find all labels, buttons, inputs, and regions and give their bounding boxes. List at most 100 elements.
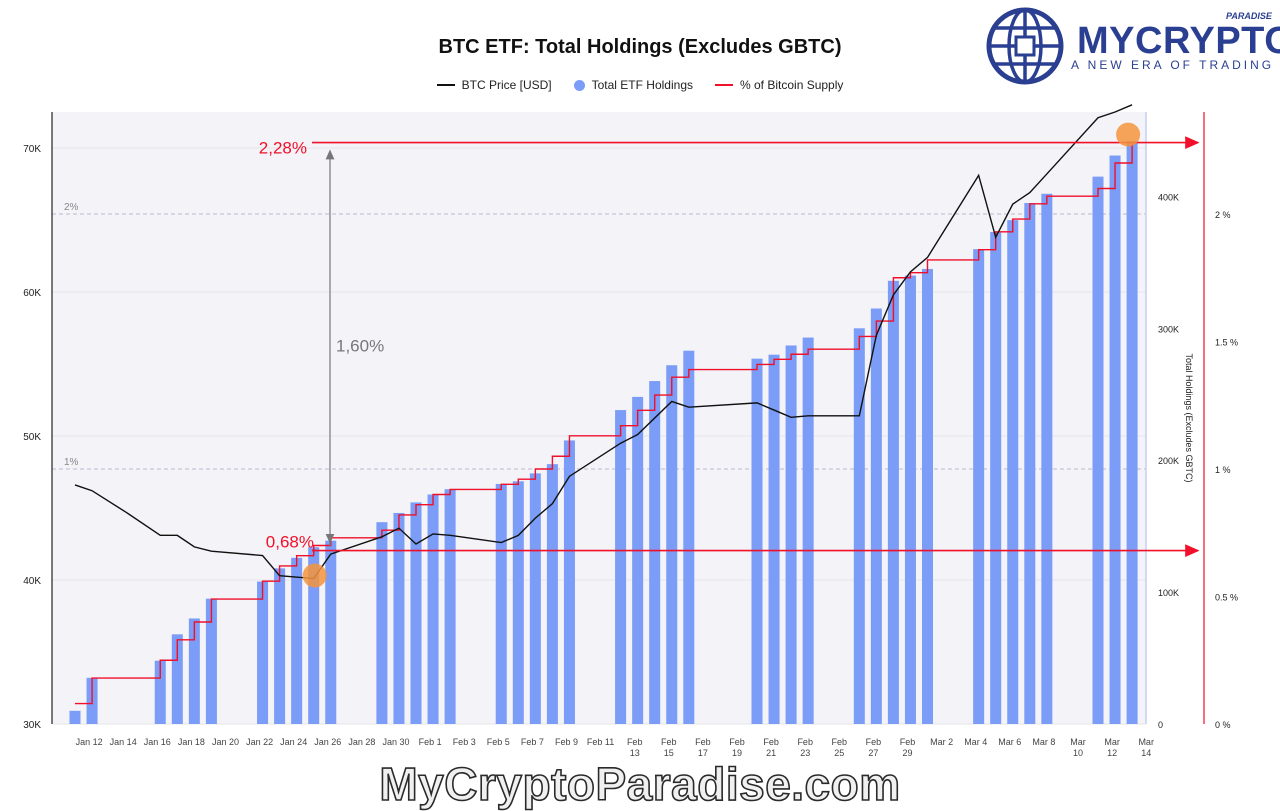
x-tick-label-month: Mar [1104, 737, 1120, 747]
x-tick-label-month: Feb [695, 737, 711, 747]
holdings-bar [666, 365, 678, 724]
price-tick-label: 60K [23, 288, 41, 299]
holdings-tick-label: 300K [1158, 324, 1179, 334]
axes-layer: 30K 40K 50K 60K 70K 0 100K 200K 300K 400K 0 % 0.5 %… [23, 112, 1238, 758]
x-tick-label: Feb 1 [419, 737, 442, 747]
x-tick-label: Jan 28 [348, 737, 375, 747]
x-tick-label: Jan 26 [314, 737, 341, 747]
legend-item-supply: % of Bitcoin Supply [715, 78, 843, 92]
logo-text: MYCRYPTO [1077, 20, 1280, 62]
x-tick-label: Feb 5 [487, 737, 510, 747]
x-tick-label: Jan 22 [246, 737, 273, 747]
price-tick-label: 70K [23, 144, 41, 155]
holdings-bar [512, 481, 524, 724]
supply-step-series [75, 141, 1137, 705]
x-tick-label: Jan 30 [382, 737, 409, 747]
x-tick-label: Mar 8 [1032, 737, 1055, 747]
legend-item-price: BTC Price [USD] [436, 78, 552, 92]
x-tick-label: Jan 12 [76, 737, 103, 747]
supply-step-line [75, 141, 1137, 705]
holdings-bar [563, 440, 575, 724]
holdings-bar [325, 540, 337, 724]
x-tick-label: Jan 24 [280, 737, 307, 747]
holdings-bar [1007, 220, 1019, 725]
holdings-bar [1041, 193, 1053, 724]
legend-label-holdings: Total ETF Holdings [591, 78, 693, 92]
low-point-marker [302, 563, 327, 588]
holdings-bar [154, 660, 166, 724]
percent-grid-label: 2% [64, 202, 79, 213]
legend-item-holdings: Total ETF Holdings [573, 78, 693, 92]
holdings-bar [802, 337, 814, 724]
holdings-bar [188, 618, 200, 724]
percent-grid-label: 1% [64, 457, 79, 468]
x-tick-label-day: 13 [630, 748, 640, 758]
holdings-bar [973, 249, 985, 724]
holdings-bar [274, 568, 286, 724]
holdings-bar [393, 512, 405, 724]
holdings-tick-label: 0 [1158, 720, 1163, 730]
x-tick-label: Jan 18 [178, 737, 205, 747]
price-tick-label: 40K [23, 576, 41, 587]
x-tick-label: Mar 4 [964, 737, 987, 747]
holdings-bar [171, 634, 183, 724]
holdings-bar [529, 473, 541, 724]
x-tick-label-day: 23 [800, 748, 810, 758]
holdings-axis-title: Total Holdings (Excludes GBTC) [1184, 353, 1194, 482]
x-tick-label-day: 17 [698, 748, 708, 758]
holdings-bar [615, 410, 627, 724]
holdings-bar [308, 547, 320, 724]
x-tick-label-day: 27 [868, 748, 878, 758]
holdings-bar [887, 280, 899, 724]
holdings-bar [904, 275, 916, 724]
grid-layer: 2% 1% [52, 147, 1146, 725]
chart-legend: BTC Price [USD] Total ETF Holdings % of … [0, 78, 1280, 92]
price-line [74, 104, 1133, 580]
holdings-bar [1126, 141, 1138, 725]
x-tick-label-month: Feb [661, 737, 677, 747]
percent-tick-label: 1 % [1215, 465, 1231, 475]
globe-icon [986, 7, 1064, 85]
holdings-tick-label: 100K [1158, 588, 1179, 598]
holdings-bar [376, 522, 388, 724]
x-tick-label: Feb 9 [555, 737, 578, 747]
holdings-bar [1109, 155, 1121, 724]
holdings-bar [427, 494, 439, 724]
holdings-bar [768, 354, 780, 724]
percent-tick-label: 1.5 % [1215, 338, 1238, 348]
x-tick-label-day: 29 [902, 748, 912, 758]
holdings-bar [1092, 176, 1104, 725]
holdings-tick-label: 400K [1158, 192, 1179, 202]
x-tick-label: Jan 20 [212, 737, 239, 747]
percent-tick-label: 0.5 % [1215, 593, 1238, 603]
x-tick-label: Feb 3 [453, 737, 476, 747]
x-tick-label: Feb 7 [521, 737, 544, 747]
high-level-label: 2,28% [259, 139, 307, 158]
change-label: 1,60% [336, 337, 384, 356]
holdings-bar [683, 350, 695, 724]
x-tick-label-month: Mar [1138, 737, 1154, 747]
x-tick-label-month: Feb [763, 737, 779, 747]
logo-tagline: A NEW ERA OF TRADING [1071, 58, 1275, 72]
legend-label-supply: % of Bitcoin Supply [740, 78, 844, 92]
holdings-bar [495, 483, 507, 724]
price-tick-label: 30K [23, 720, 41, 731]
x-tick-label-month: Feb [866, 737, 882, 747]
high-point-marker [1116, 122, 1141, 147]
x-tick-label-day: 14 [1141, 748, 1151, 758]
legend-swatch-price [436, 84, 455, 86]
price-tick-label: 50K [23, 432, 41, 443]
holdings-bar [257, 581, 269, 724]
holdings-bar [649, 381, 661, 724]
holdings-tick-label: 200K [1158, 456, 1179, 466]
x-tick-label-month: Feb [627, 737, 643, 747]
x-tick-label-day: 15 [664, 748, 674, 758]
percent-tick-label: 2 % [1215, 210, 1231, 220]
holdings-bar [444, 489, 456, 724]
x-tick-label-day: 19 [732, 748, 742, 758]
holdings-bar [69, 710, 81, 724]
x-tick-label-day: 25 [834, 748, 844, 758]
holdings-bar [205, 598, 217, 724]
holdings-bar [785, 345, 797, 724]
